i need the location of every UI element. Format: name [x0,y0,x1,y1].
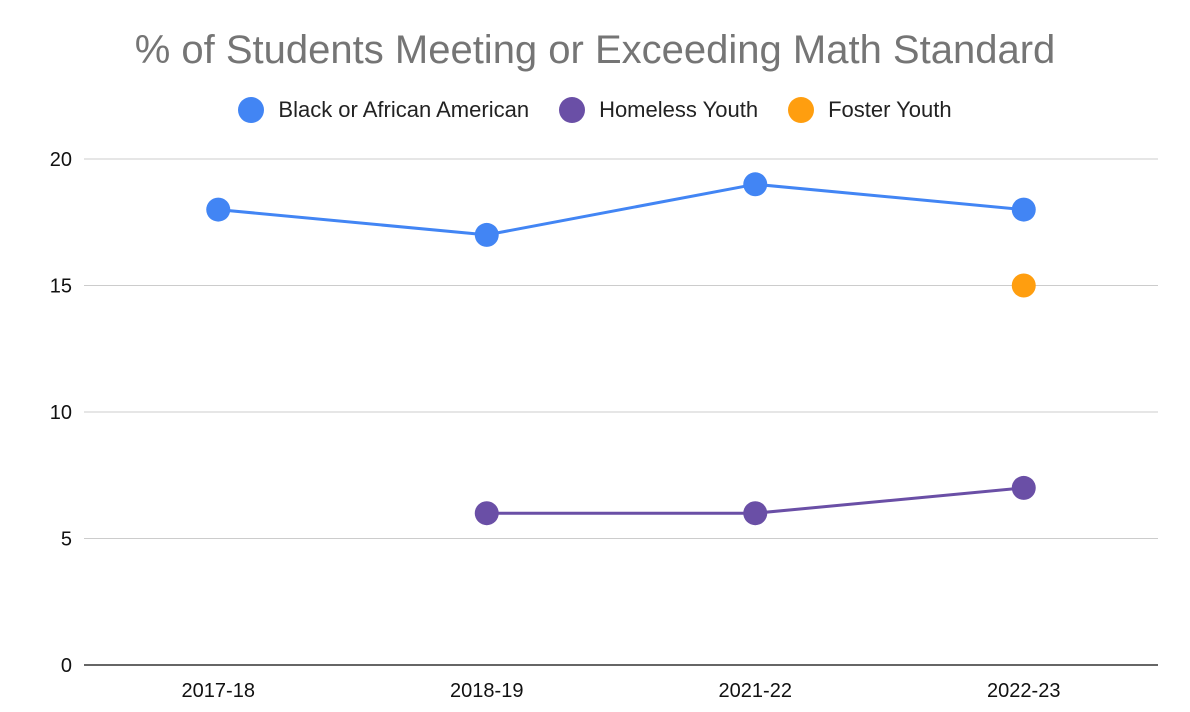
y-tick-label: 10 [50,402,72,424]
data-point [1011,197,1036,222]
data-point [743,501,768,526]
legend-item-homeless-youth[interactable]: Homeless Youth [559,97,758,123]
y-tick-label: 20 [50,149,72,171]
x-tick-label: 2021-22 [719,680,792,702]
legend-label: Black or African American [278,97,530,122]
series-line [218,182,1024,237]
legend-label: Homeless Youth [599,97,759,122]
grid [84,158,1158,666]
data-point [1011,475,1036,500]
data-point [474,501,499,526]
series [206,172,1036,526]
y-tick-label: 0 [61,655,72,677]
legend: Black or African American Homeless Youth… [0,94,1190,126]
legend-item-black-african-american[interactable]: Black or African American [238,97,529,123]
data-point [743,172,768,197]
legend-label: Foster Youth [828,97,952,122]
data-point [206,197,231,222]
x-tick-label: 2018-19 [450,680,523,702]
x-axis-ticks: 2017-18 2018-19 2021-22 2022-23 [182,680,1061,702]
legend-item-foster-youth[interactable]: Foster Youth [788,97,952,123]
y-axis-ticks: 0 5 10 15 20 [50,149,72,677]
data-point [474,222,499,247]
x-tick-label: 2022-23 [987,680,1060,702]
y-tick-label: 15 [50,276,72,298]
legend-swatch-homeless-youth [559,97,586,123]
data-point [1011,273,1036,298]
y-tick-label: 5 [61,529,72,551]
x-tick-label: 2017-18 [182,680,255,702]
chart-title: % of Students Meeting or Exceeding Math … [134,28,1056,72]
legend-swatch-black-african-american [238,97,265,123]
legend-swatch-foster-youth [788,97,815,123]
